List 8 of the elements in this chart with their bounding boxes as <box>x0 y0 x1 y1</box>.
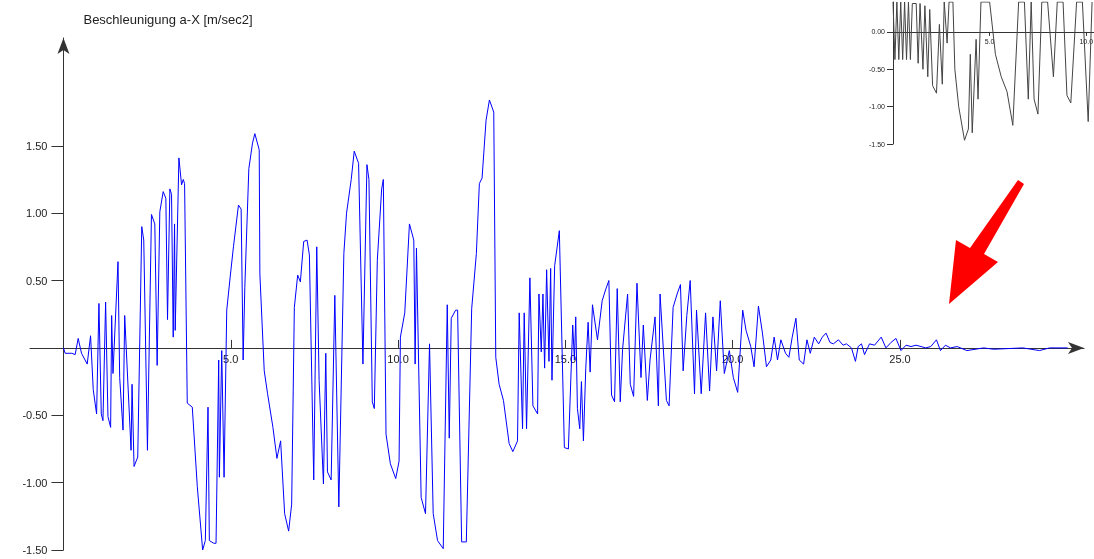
y-tick-label: 1.00 <box>26 207 48 220</box>
y-tick-label: 1.50 <box>26 139 48 152</box>
y-tick-label: -0.50 <box>22 409 48 422</box>
y-axis-title: Beschleunigung a-X [m/sec2] <box>83 12 253 27</box>
x-tick-label: 25.0 <box>889 353 911 366</box>
y-tick-label: 0.50 <box>26 274 48 287</box>
y-tick-label: -1.50 <box>22 544 48 556</box>
y-tick-label: -1.00 <box>22 476 48 489</box>
